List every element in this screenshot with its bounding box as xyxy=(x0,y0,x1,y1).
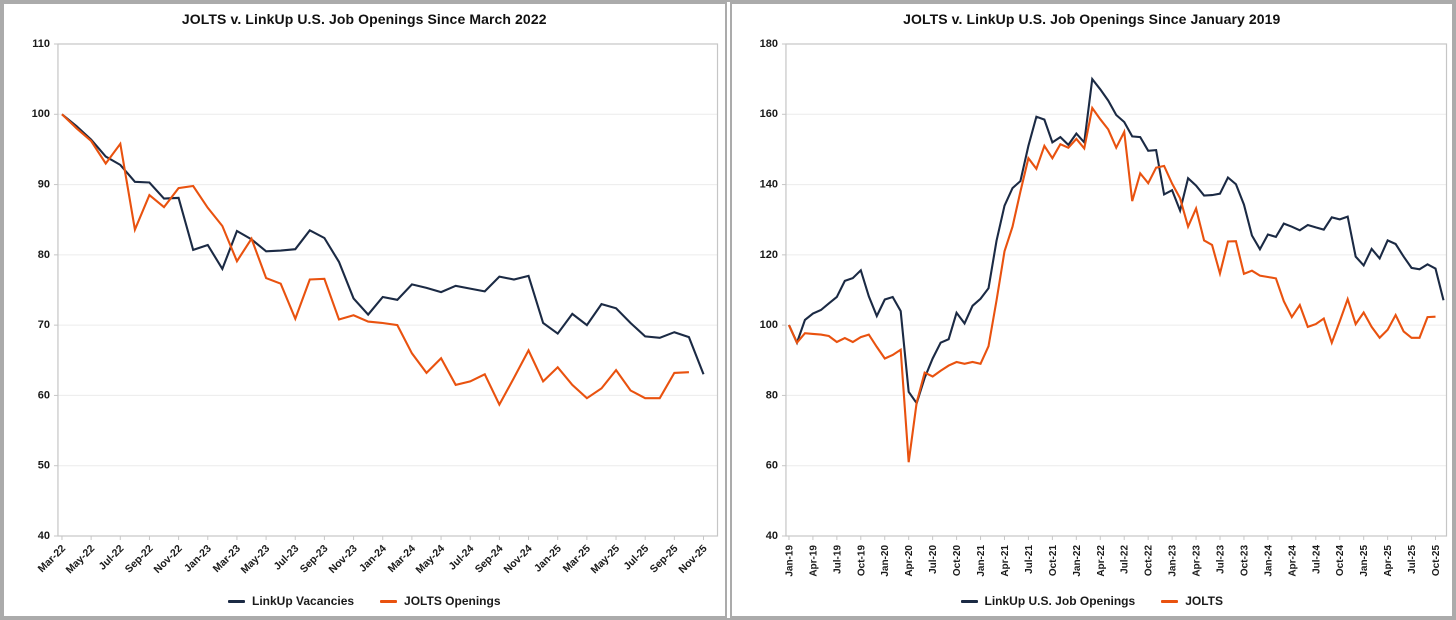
svg-text:Mar-24: Mar-24 xyxy=(386,543,418,575)
svg-text:60: 60 xyxy=(38,389,50,401)
svg-text:Jan-24: Jan-24 xyxy=(1263,545,1274,577)
svg-text:Sep-22: Sep-22 xyxy=(123,543,155,575)
svg-text:Jul-22: Jul-22 xyxy=(1119,545,1130,574)
svg-text:110: 110 xyxy=(32,38,50,50)
svg-text:40: 40 xyxy=(38,530,50,542)
chart-title: JOLTS v. LinkUp U.S. Job Openings Since … xyxy=(903,11,1281,27)
svg-text:Mar-22: Mar-22 xyxy=(36,543,68,575)
svg-text:60: 60 xyxy=(765,460,777,472)
svg-text:Nov-25: Nov-25 xyxy=(677,543,710,576)
svg-text:40: 40 xyxy=(765,530,777,542)
svg-text:Sep-24: Sep-24 xyxy=(473,543,505,575)
svg-text:Oct-25: Oct-25 xyxy=(1431,545,1442,577)
chart-panel-since-march-2022: 110 100 90 80 70 60 50 40 Mar-22 May-22 Jul-22 Sep-… xyxy=(2,2,727,618)
svg-text:180: 180 xyxy=(759,38,777,50)
svg-text:80: 80 xyxy=(765,389,777,401)
svg-text:Apr-22: Apr-22 xyxy=(1095,545,1106,577)
svg-text:Jul-25: Jul-25 xyxy=(1407,545,1418,574)
svg-text:Jul-23: Jul-23 xyxy=(272,543,301,572)
svg-text:100: 100 xyxy=(759,319,777,331)
svg-text:May-24: May-24 xyxy=(414,543,447,576)
line-chart-since-january-2019: 180 160 140 120 100 80 60 40 Jan-19 Apr-19 Jul-19 O… xyxy=(759,38,1447,577)
chart-title: JOLTS v. LinkUp U.S. Job Openings Since … xyxy=(181,11,547,27)
svg-text:Apr-24: Apr-24 xyxy=(1287,545,1298,577)
legend-label: LinkUp U.S. Job Openings xyxy=(984,594,1136,608)
svg-text:90: 90 xyxy=(38,178,50,190)
svg-text:Jul-25: Jul-25 xyxy=(622,543,651,572)
svg-text:70: 70 xyxy=(38,319,50,331)
svg-text:Nov-24: Nov-24 xyxy=(502,543,535,576)
svg-text:Apr-19: Apr-19 xyxy=(808,545,819,577)
chart-legend: LinkUp U.S. Job Openings JOLTS xyxy=(732,594,1453,608)
svg-text:50: 50 xyxy=(38,460,50,472)
svg-text:Oct-19: Oct-19 xyxy=(856,545,867,577)
svg-text:120: 120 xyxy=(759,249,777,261)
legend-item-linkup-vacancies: LinkUp Vacancies xyxy=(228,594,354,608)
svg-text:Jan-25: Jan-25 xyxy=(533,543,564,574)
svg-text:Jul-23: Jul-23 xyxy=(1215,545,1226,574)
svg-text:80: 80 xyxy=(38,249,50,261)
svg-text:Mar-25: Mar-25 xyxy=(561,543,593,575)
svg-text:100: 100 xyxy=(32,108,50,120)
svg-text:Oct-21: Oct-21 xyxy=(1047,545,1058,577)
svg-text:Jul-24: Jul-24 xyxy=(447,543,476,572)
legend-label: JOLTS xyxy=(1185,594,1223,608)
legend-item-jolts-openings: JOLTS Openings xyxy=(380,594,501,608)
svg-text:Oct-23: Oct-23 xyxy=(1239,545,1250,577)
legend-dash-icon xyxy=(960,599,978,603)
svg-text:Jul-19: Jul-19 xyxy=(832,545,843,574)
svg-text:Apr-25: Apr-25 xyxy=(1383,545,1394,577)
legend-item-jolts: JOLTS xyxy=(1161,594,1223,608)
svg-text:Jul-22: Jul-22 xyxy=(97,543,126,572)
svg-text:Jan-21: Jan-21 xyxy=(976,545,987,577)
svg-text:May-22: May-22 xyxy=(64,543,97,576)
chart-panel-since-january-2019: 180 160 140 120 100 80 60 40 Jan-19 Apr-19 Jul-19 O… xyxy=(729,2,1454,618)
svg-text:Jan-24: Jan-24 xyxy=(358,543,389,574)
svg-text:Jan-19: Jan-19 xyxy=(784,545,795,577)
legend-dash-icon xyxy=(228,599,245,603)
svg-text:Nov-22: Nov-22 xyxy=(152,543,185,576)
legend-label: LinkUp Vacancies xyxy=(252,594,355,608)
svg-text:Jul-20: Jul-20 xyxy=(928,545,939,574)
svg-text:Nov-23: Nov-23 xyxy=(327,543,360,576)
svg-text:Jan-23: Jan-23 xyxy=(1167,545,1178,577)
legend-dash-icon xyxy=(380,599,398,603)
svg-text:Apr-21: Apr-21 xyxy=(999,545,1010,577)
svg-text:140: 140 xyxy=(759,178,777,190)
svg-text:Jan-22: Jan-22 xyxy=(1071,545,1082,577)
svg-text:Jan-20: Jan-20 xyxy=(880,545,891,577)
svg-text:Apr-20: Apr-20 xyxy=(904,545,915,577)
svg-text:Oct-22: Oct-22 xyxy=(1143,545,1154,577)
svg-text:Jan-23: Jan-23 xyxy=(183,543,214,574)
svg-text:Oct-20: Oct-20 xyxy=(952,545,963,577)
svg-text:Mar-23: Mar-23 xyxy=(211,543,243,575)
svg-text:160: 160 xyxy=(759,108,777,120)
legend-item-linkup-us-job-openings: LinkUp U.S. Job Openings xyxy=(960,594,1136,608)
svg-text:May-25: May-25 xyxy=(589,543,622,576)
svg-text:Apr-23: Apr-23 xyxy=(1191,545,1202,577)
svg-text:Sep-23: Sep-23 xyxy=(298,543,330,575)
legend-dash-icon xyxy=(1161,599,1179,603)
legend-label: JOLTS Openings xyxy=(404,594,501,608)
svg-text:Jul-21: Jul-21 xyxy=(1023,545,1034,574)
svg-text:Sep-25: Sep-25 xyxy=(648,543,680,575)
svg-text:Oct-24: Oct-24 xyxy=(1335,545,1346,577)
svg-text:Jul-24: Jul-24 xyxy=(1311,545,1322,574)
svg-text:Jan-25: Jan-25 xyxy=(1359,545,1370,577)
svg-text:May-23: May-23 xyxy=(239,543,272,576)
chart-legend: LinkUp Vacancies JOLTS Openings xyxy=(4,594,725,608)
